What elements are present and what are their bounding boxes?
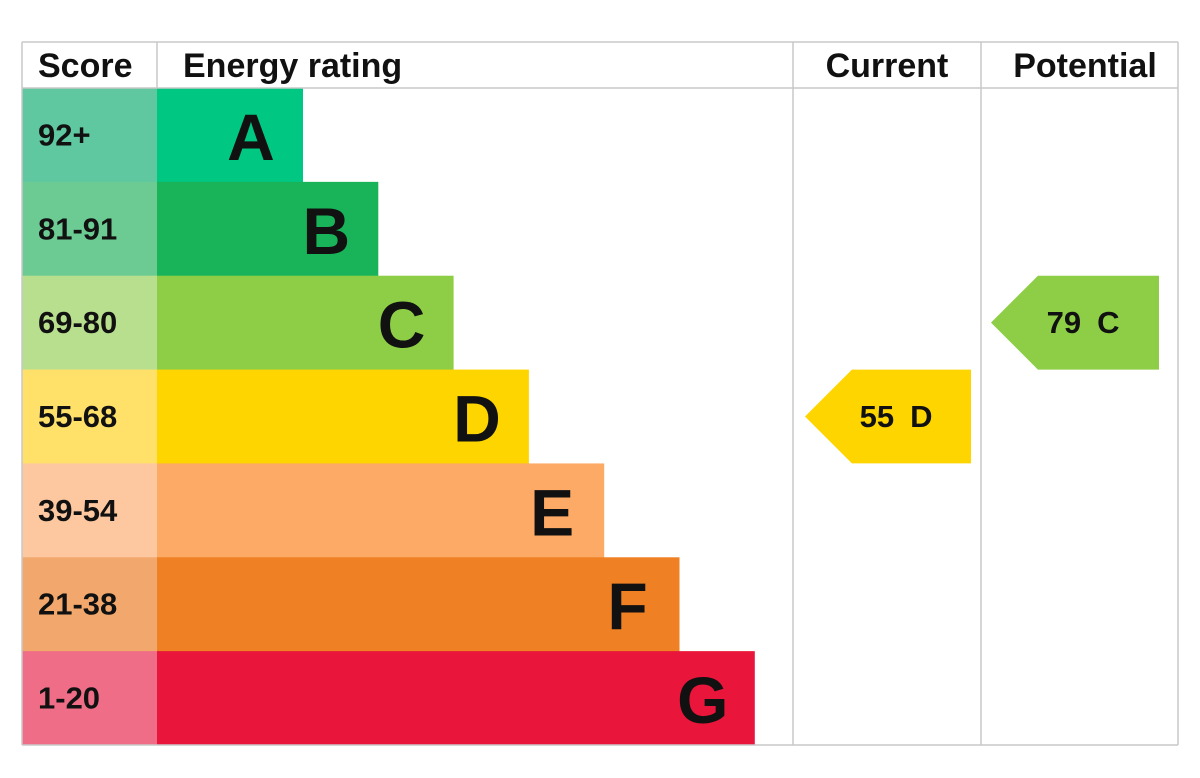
- rating-letter: F: [607, 569, 647, 643]
- rating-bar: [157, 463, 605, 558]
- rating-bar: [157, 557, 680, 652]
- rating-bar: [157, 181, 379, 277]
- score-range: 92+: [38, 117, 91, 152]
- rating-bar: [157, 88, 303, 183]
- rating-letter: A: [227, 100, 275, 174]
- score-range: 39-54: [38, 493, 118, 528]
- current-score: 55: [860, 399, 894, 434]
- score-cell: [22, 181, 157, 277]
- rating-letter: G: [677, 663, 728, 737]
- header-potential: Potential: [1013, 47, 1157, 85]
- rating-bar: [157, 369, 529, 464]
- score-range: 69-80: [38, 305, 117, 340]
- score-cell: [22, 463, 157, 558]
- score-range: 1-20: [38, 681, 100, 716]
- header-score: Score: [38, 47, 133, 85]
- rating-bar: [157, 651, 755, 746]
- score-cell: [22, 369, 157, 464]
- current-band: D: [910, 399, 932, 434]
- score-cell: [22, 557, 157, 652]
- score-range: 81-91: [38, 211, 117, 246]
- score-range: 21-38: [38, 587, 117, 622]
- potential-score: 79: [1047, 305, 1081, 340]
- score-range: 55-68: [38, 399, 117, 434]
- rating-bar: [157, 275, 454, 371]
- rating-letter: D: [453, 382, 501, 456]
- rating-letter: B: [302, 194, 350, 268]
- header-rating: Energy rating: [183, 47, 402, 85]
- header-current: Current: [826, 47, 949, 85]
- score-cell: [22, 651, 157, 746]
- potential-band: C: [1097, 305, 1119, 340]
- rating-letter: E: [530, 475, 574, 549]
- potential-arrow: [991, 275, 1159, 370]
- rating-letter: C: [378, 288, 426, 362]
- score-cell: [22, 275, 157, 371]
- current-arrow: [805, 369, 971, 464]
- score-cell: [22, 88, 157, 183]
